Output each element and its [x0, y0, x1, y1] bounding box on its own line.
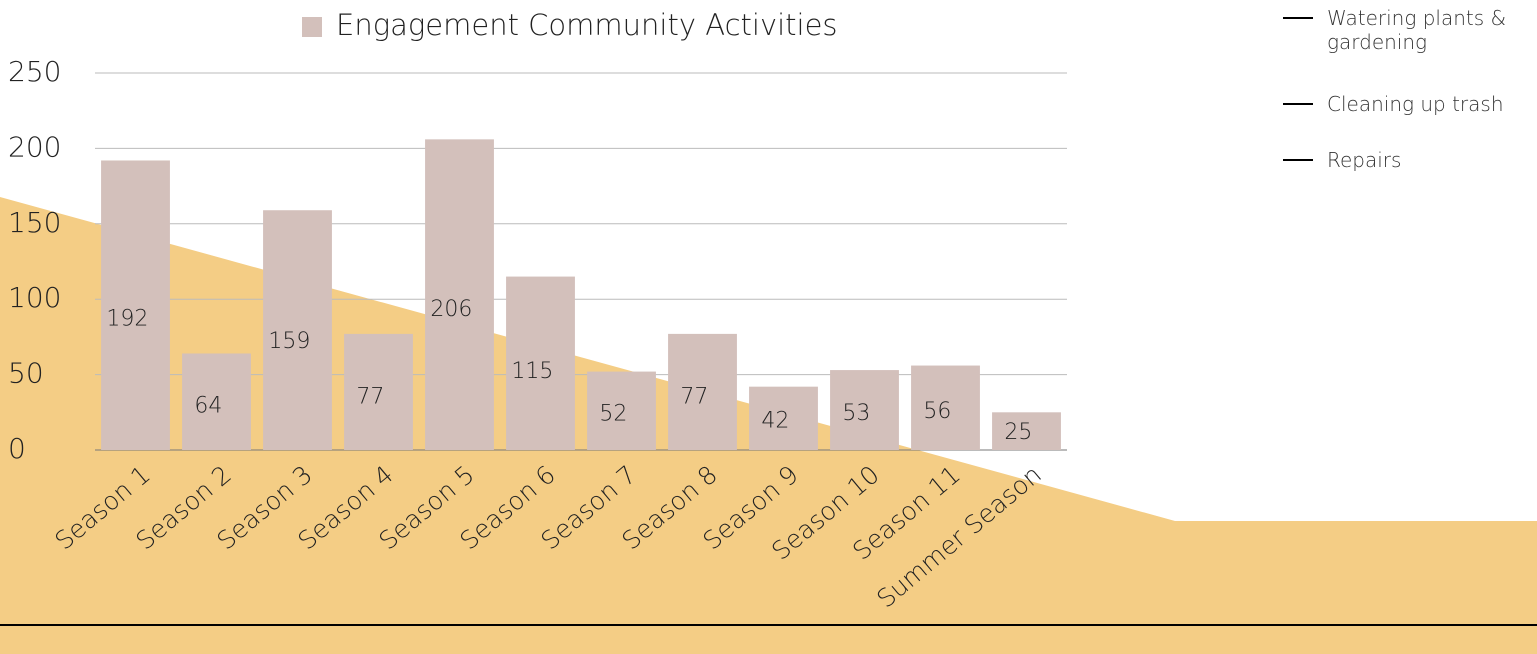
data-label: 206 [430, 297, 472, 322]
data-label: 56 [923, 399, 951, 424]
y-tick-label: 200 [8, 130, 61, 163]
bar [506, 276, 575, 450]
y-tick-label: 250 [8, 55, 61, 88]
bar [425, 139, 494, 451]
bar [101, 160, 170, 451]
legend-swatch [302, 17, 322, 37]
data-label: 77 [356, 385, 384, 410]
bar [992, 412, 1061, 450]
legend-dash [1283, 159, 1313, 161]
data-label: 64 [194, 394, 222, 419]
y-tick-label: 50 [8, 357, 44, 390]
data-label: 115 [511, 359, 553, 384]
bar [911, 365, 980, 450]
bar [182, 353, 251, 450]
legend-label: Watering plants & gardening [1327, 6, 1507, 54]
bar [344, 333, 413, 450]
legend-label: Cleaning up trash [1327, 92, 1504, 116]
legend-dash [1283, 17, 1313, 19]
legend-label: Repairs [1327, 148, 1402, 172]
legend-item: Watering plants & gardening [1283, 6, 1537, 54]
y-tick-label: 0 [8, 432, 26, 465]
bar [263, 210, 332, 450]
legend-item: Cleaning up trash [1283, 92, 1537, 116]
bar [749, 386, 818, 450]
data-label: 159 [268, 329, 310, 354]
data-label: 25 [1004, 420, 1032, 445]
legend-dash [1283, 103, 1313, 105]
bar [587, 371, 656, 450]
y-tick-label: 100 [8, 281, 61, 314]
data-label: 53 [842, 401, 870, 426]
chart-title: Engagement Community Activities [336, 8, 838, 42]
data-label: 52 [599, 402, 627, 427]
bar [668, 333, 737, 450]
data-label: 42 [761, 408, 789, 433]
y-tick-label: 150 [8, 206, 61, 239]
data-label: 192 [106, 307, 148, 332]
bar [830, 370, 899, 450]
data-label: 77 [680, 385, 708, 410]
legend-item: Repairs [1283, 148, 1537, 172]
